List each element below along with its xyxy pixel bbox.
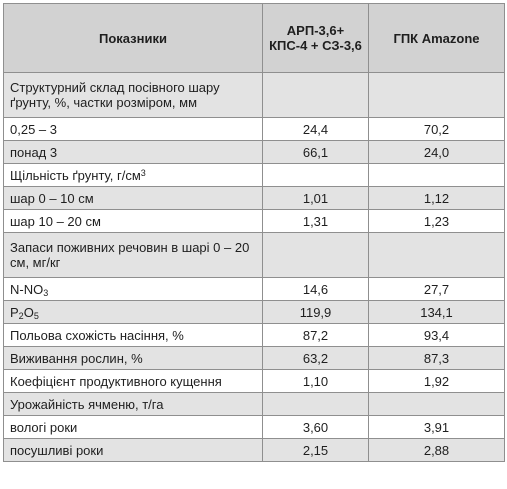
row-value-gpk: 93,4 — [368, 323, 505, 347]
row-label: Урожайність ячменю, т/га — [3, 392, 263, 416]
row-label: вологі роки — [3, 415, 263, 439]
row-label: Коефіцієнт продуктивного кущення — [3, 369, 263, 393]
row-value-gpk — [368, 232, 505, 278]
row-value-gpk: 24,0 — [368, 140, 505, 164]
row-value-arp — [262, 72, 369, 118]
row-value-arp: 66,1 — [262, 140, 369, 164]
row-label: посушливі роки — [3, 438, 263, 462]
row-label-subscript: 2 — [18, 310, 24, 321]
row-label: P2O5 — [3, 300, 263, 324]
header-gpk-amazone: ГПК Amazone — [368, 3, 505, 73]
row-value-gpk: 1,23 — [368, 209, 505, 233]
table-row: посушливі роки 2,15 2,88 — [3, 438, 505, 462]
row-label: Виживання рослин, % — [3, 346, 263, 370]
row-value-arp: 63,2 — [262, 346, 369, 370]
table-row: Коефіцієнт продуктивного кущення 1,10 1,… — [3, 369, 505, 393]
row-value-arp — [262, 163, 369, 187]
row-value-gpk: 1,92 — [368, 369, 505, 393]
row-value-gpk: 3,91 — [368, 415, 505, 439]
row-value-gpk — [368, 392, 505, 416]
table-row: понад 3 66,1 24,0 — [3, 140, 505, 164]
table-row: шар 0 – 10 см 1,01 1,12 — [3, 186, 505, 210]
row-value-arp: 87,2 — [262, 323, 369, 347]
table-row: Польова схожість насіння, % 87,2 93,4 — [3, 323, 505, 347]
table-row: Щільність ґрунту, г/см3 — [3, 163, 505, 187]
row-label: Структурний склад посівного шару ґрунту,… — [3, 72, 263, 118]
row-label-o: O — [23, 304, 34, 320]
row-label-subscript: 3 — [43, 287, 49, 298]
table-row: Виживання рослин, % 63,2 87,3 — [3, 346, 505, 370]
indicators-table: Показники АРП-3,6+ КПС-4 + СЗ-3,6 ГПК Am… — [3, 3, 505, 462]
row-value-arp: 2,15 — [262, 438, 369, 462]
row-label: шар 0 – 10 см — [3, 186, 263, 210]
row-label-p: P — [10, 304, 19, 320]
row-value-arp: 1,10 — [262, 369, 369, 393]
row-value-gpk — [368, 72, 505, 118]
table-row: 0,25 – 3 24,4 70,2 — [3, 117, 505, 141]
table-header-row: Показники АРП-3,6+ КПС-4 + СЗ-3,6 ГПК Am… — [3, 3, 505, 73]
row-value-arp — [262, 232, 369, 278]
row-value-arp: 119,9 — [262, 300, 369, 324]
row-label: понад 3 — [3, 140, 263, 164]
row-label: 0,25 – 3 — [3, 117, 263, 141]
row-label-main: N-NO — [10, 281, 44, 297]
row-label: N-NO3 — [3, 277, 263, 301]
row-value-gpk: 27,7 — [368, 277, 505, 301]
row-value-arp — [262, 392, 369, 416]
row-value-arp: 14,6 — [262, 277, 369, 301]
table-row: Урожайність ячменю, т/га — [3, 392, 505, 416]
row-value-gpk: 134,1 — [368, 300, 505, 324]
row-value-gpk: 2,88 — [368, 438, 505, 462]
row-value-arp: 1,01 — [262, 186, 369, 210]
row-value-arp: 3,60 — [262, 415, 369, 439]
table-row: N-NO3 14,6 27,7 — [3, 277, 505, 301]
row-label-subscript: 5 — [33, 310, 39, 321]
row-value-gpk — [368, 163, 505, 187]
table-row: Структурний склад посівного шару ґрунту,… — [3, 72, 505, 118]
row-label: Запаси поживних речовин в шарі 0 – 20 см… — [3, 232, 263, 278]
row-label: шар 10 – 20 см — [3, 209, 263, 233]
table-row: шар 10 – 20 см 1,31 1,23 — [3, 209, 505, 233]
row-value-gpk: 70,2 — [368, 117, 505, 141]
table-row: вологі роки 3,60 3,91 — [3, 415, 505, 439]
header-arp-kps-sz: АРП-3,6+ КПС-4 + СЗ-3,6 — [262, 3, 369, 73]
row-label-main: Щільність ґрунту, г/см — [10, 167, 141, 183]
row-value-arp: 1,31 — [262, 209, 369, 233]
row-value-arp: 24,4 — [262, 117, 369, 141]
table-row: P2O5 119,9 134,1 — [3, 300, 505, 324]
row-value-gpk: 87,3 — [368, 346, 505, 370]
row-value-gpk: 1,12 — [368, 186, 505, 210]
row-label-superscript: 3 — [140, 167, 146, 178]
header-indicators: Показники — [3, 3, 263, 73]
table-row: Запаси поживних речовин в шарі 0 – 20 см… — [3, 232, 505, 278]
row-label: Щільність ґрунту, г/см3 — [3, 163, 263, 187]
row-label: Польова схожість насіння, % — [3, 323, 263, 347]
